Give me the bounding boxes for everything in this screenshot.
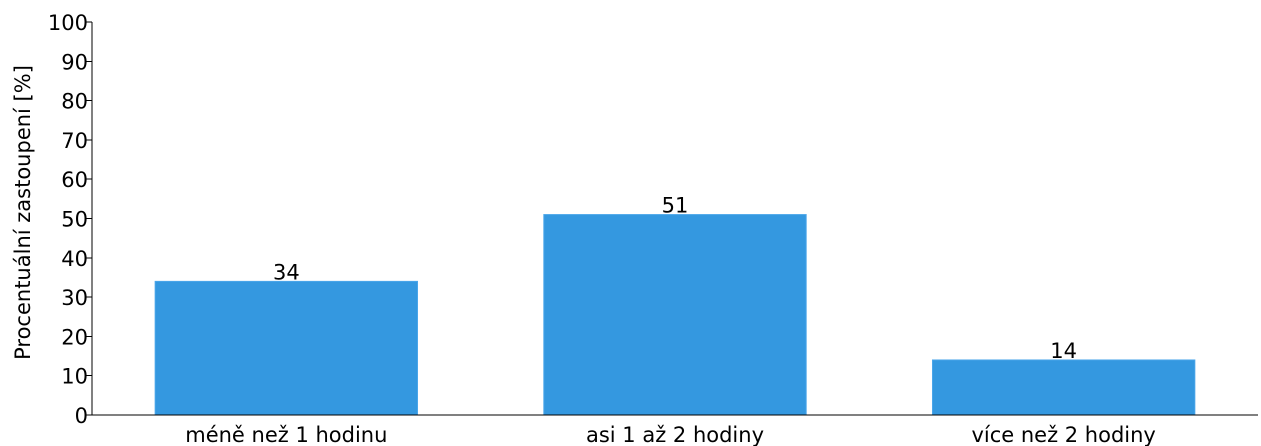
x-category-label: více než 2 hodiny xyxy=(971,423,1155,446)
y-axis-ticks: 0 10 20 30 40 50 60 70 80 90 100 xyxy=(48,11,92,428)
y-tick-label: 20 xyxy=(61,325,88,349)
bar xyxy=(154,280,419,416)
y-tick-label: 30 xyxy=(61,286,88,310)
y-tick-label: 70 xyxy=(61,129,88,153)
y-tick-label: 80 xyxy=(61,90,88,114)
bar xyxy=(931,359,1196,416)
x-axis-labels: méně než 1 hodinu asi 1 až 2 hodiny více n… xyxy=(185,423,1156,446)
bar-value-label: 14 xyxy=(1050,339,1077,363)
bars-group xyxy=(154,214,1196,416)
bar xyxy=(543,214,807,416)
y-tick-label: 60 xyxy=(61,168,88,192)
x-category-label: asi 1 až 2 hodiny xyxy=(586,423,764,446)
x-category-label: méně než 1 hodinu xyxy=(185,423,387,446)
y-tick-label: 100 xyxy=(48,11,88,35)
bar-value-label: 51 xyxy=(662,194,689,218)
y-tick-label: 50 xyxy=(61,208,88,232)
y-tick-label: 40 xyxy=(61,247,88,271)
bar-value-label: 34 xyxy=(273,260,300,284)
data-labels-group: 34 51 14 xyxy=(273,194,1077,363)
y-tick-label: 0 xyxy=(75,404,88,428)
y-tick-label: 90 xyxy=(61,50,88,74)
y-axis-title: Procentuální zastoupení [%] xyxy=(11,65,35,360)
y-tick-label: 10 xyxy=(61,365,88,389)
